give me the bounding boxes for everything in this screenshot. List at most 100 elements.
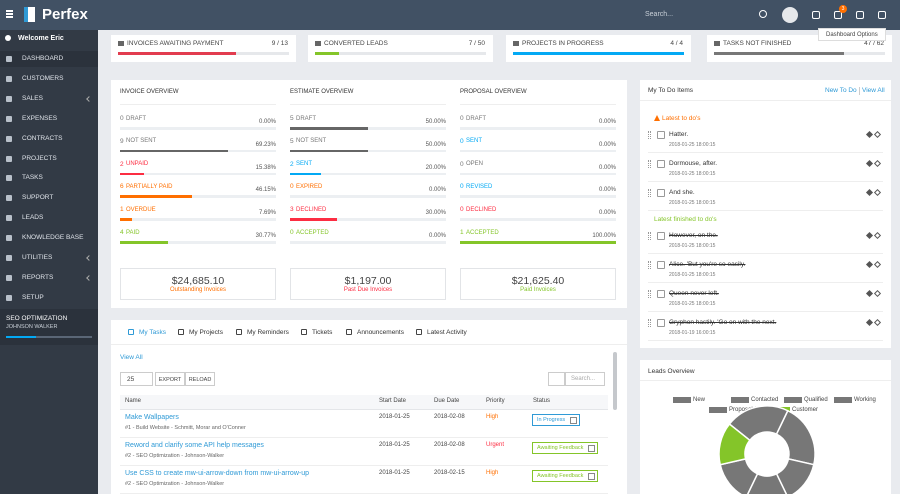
stat-label: TASKS NOT FINISHED [723, 40, 792, 47]
menu-item[interactable]: EXPENSES [22, 114, 58, 122]
status[interactable]: Awaiting Feedback [532, 442, 599, 454]
task-name[interactable]: Use CSS to create mw-ui-arrow-down from … [125, 470, 309, 477]
status-count: 1 [120, 206, 124, 214]
menu-item[interactable]: CUSTOMERS [22, 74, 64, 82]
status-bar [290, 127, 368, 130]
status-label: NOT SENT [126, 138, 157, 145]
header-icon[interactable] [878, 11, 886, 19]
stat-value: 9 / 13 [271, 40, 288, 47]
menu-item[interactable]: TASKS [22, 174, 43, 182]
menu-icon[interactable] [6, 235, 12, 242]
view-all[interactable]: View All [120, 354, 143, 361]
menu-item[interactable]: CONTRACTS [22, 134, 63, 142]
menu-icon[interactable] [6, 115, 12, 122]
status-percent: 7.69% [258, 210, 276, 217]
header-icon[interactable] [834, 11, 842, 19]
tab[interactable]: My Projects [189, 329, 223, 336]
status-bar-bg [460, 195, 616, 198]
stat-bar-bg [315, 52, 486, 55]
priority: Urgent [486, 442, 505, 448]
menu-item[interactable]: KNOWLEDGE BASE [22, 234, 84, 242]
menu-item[interactable]: SETUP [22, 293, 44, 301]
donut-slice[interactable] [746, 472, 788, 494]
menu-icon[interactable] [6, 56, 12, 62]
tab[interactable]: My Reminders [247, 329, 289, 336]
menu-item[interactable]: SALES [22, 94, 43, 102]
menu-icon[interactable] [6, 215, 12, 222]
menu-item[interactable]: UTILITIES [22, 254, 53, 261]
column-header: Name [125, 398, 142, 404]
header-icon[interactable] [856, 11, 864, 19]
tab[interactable]: Announcements [357, 329, 404, 336]
search[interactable]: Search... [645, 11, 674, 18]
todo-checkbox[interactable] [657, 290, 665, 298]
menu-icon-bar[interactable] [6, 13, 13, 15]
menu-icon[interactable] [6, 175, 12, 182]
search-icon[interactable] [759, 10, 767, 18]
table-search[interactable]: Search... [565, 372, 605, 386]
stat-bar [714, 52, 844, 55]
menu-item[interactable]: REPORTS [22, 273, 54, 281]
donut-slice[interactable] [718, 423, 751, 466]
todo-checkbox[interactable] [657, 189, 665, 197]
status[interactable]: Awaiting Feedback [532, 470, 599, 482]
avatar[interactable] [782, 7, 798, 23]
status[interactable]: In Progress [532, 414, 581, 426]
menu-item[interactable]: LEADS [22, 214, 44, 222]
todo-checkbox[interactable] [657, 160, 665, 168]
status-percent: 15.38% [255, 164, 276, 171]
page-size[interactable]: 25 [120, 372, 153, 386]
todo-checkbox[interactable] [657, 319, 665, 327]
button[interactable]: EXPORT [155, 372, 185, 386]
todo-panel [640, 80, 891, 348]
overview-title: INVOICE OVERVIEW [120, 89, 179, 95]
menu-icon[interactable] [6, 274, 12, 281]
tab[interactable]: My Tasks [139, 329, 166, 336]
todo-date: 2018-01-25 18:00:15 [669, 301, 716, 307]
tab[interactable]: Latest Activity [427, 329, 467, 336]
task-name[interactable]: Make Wallpapers [125, 414, 179, 421]
donut-slice[interactable] [775, 457, 815, 494]
badge: 3 [839, 5, 847, 13]
status-bar-bg [460, 172, 616, 176]
menu-item[interactable]: PROJECTS [22, 154, 57, 162]
menu-item[interactable]: DASHBOARD [22, 55, 64, 62]
tab-icon [178, 329, 184, 335]
menu-item[interactable]: SUPPORT [22, 194, 54, 202]
status-label: DRAFT [296, 115, 316, 122]
new-todo[interactable]: New To Do [825, 87, 857, 94]
header-icon[interactable] [812, 11, 820, 19]
status-bar [120, 195, 192, 198]
todo-checkbox[interactable] [657, 261, 665, 269]
legend-label: Contacted [751, 396, 779, 403]
todo-text: And she. [669, 189, 695, 196]
todo-checkbox[interactable] [657, 131, 665, 139]
menu-icon[interactable] [6, 255, 12, 261]
status-bar-bg [120, 195, 276, 198]
tab[interactable]: Tickets [312, 329, 333, 336]
menu-icon[interactable] [6, 294, 12, 301]
status-bar-bg [290, 149, 446, 153]
menu-icon[interactable] [6, 155, 12, 162]
menu-icon[interactable] [6, 135, 12, 142]
drag-handle [648, 189, 651, 197]
menu-icon[interactable] [6, 75, 12, 82]
search-icon-box[interactable] [548, 372, 565, 386]
menu-icon-bar[interactable] [6, 10, 13, 12]
status-count: 0 [460, 183, 464, 191]
todo-view-all[interactable]: View All [862, 87, 885, 94]
status-count: 5 [290, 137, 294, 145]
menu-icon[interactable] [6, 95, 12, 102]
todo-line [640, 100, 891, 101]
welcome: Welcome Eric [18, 35, 64, 42]
todo-checkbox[interactable] [657, 232, 665, 240]
status-count: 4 [120, 229, 124, 236]
status-bar [290, 218, 337, 221]
menu-icon[interactable] [6, 195, 12, 202]
task-name[interactable]: Reword and clarify some API help message… [125, 442, 264, 449]
sidebar [0, 30, 98, 494]
button[interactable]: RELOAD [185, 372, 215, 386]
sidebar-icon [5, 35, 11, 41]
menu-icon-bar[interactable] [6, 16, 13, 18]
tab-icon [236, 329, 242, 335]
